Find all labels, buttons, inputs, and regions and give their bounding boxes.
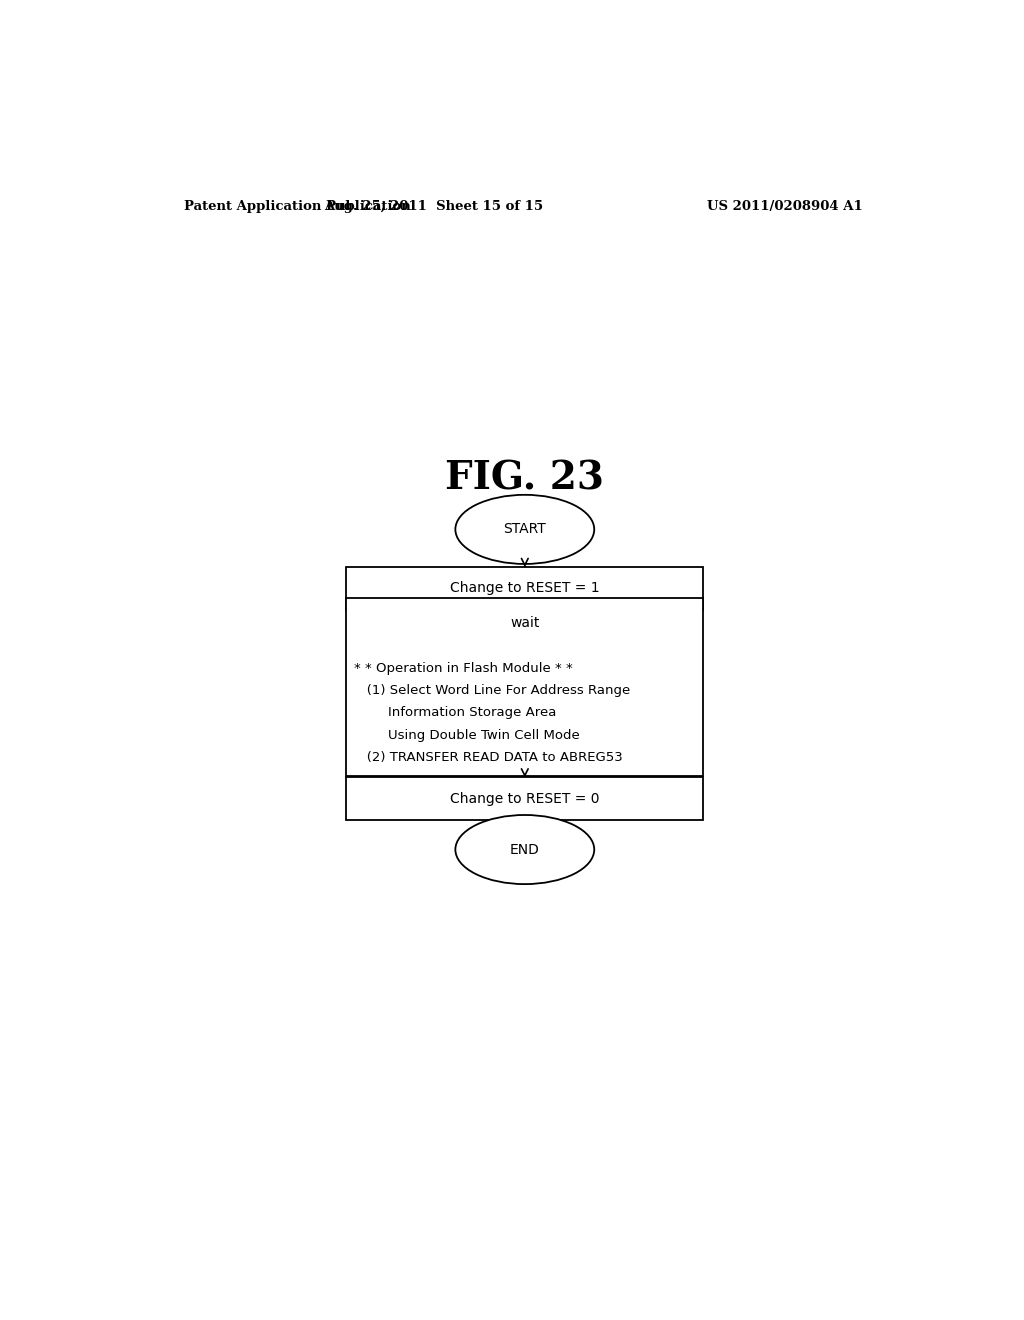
- Text: (1) Select Word Line For Address Range: (1) Select Word Line For Address Range: [354, 684, 631, 697]
- Text: FIG. 23: FIG. 23: [445, 459, 604, 498]
- FancyBboxPatch shape: [346, 568, 703, 610]
- Ellipse shape: [456, 814, 594, 884]
- Text: * * Operation in Flash Module * *: * * Operation in Flash Module * *: [354, 661, 572, 675]
- Text: Change to RESET = 0: Change to RESET = 0: [451, 792, 599, 805]
- Text: wait: wait: [510, 616, 540, 631]
- Text: Patent Application Publication: Patent Application Publication: [183, 199, 411, 213]
- Text: Information Storage Area: Information Storage Area: [354, 706, 557, 719]
- Text: US 2011/0208904 A1: US 2011/0208904 A1: [708, 199, 863, 213]
- Text: (2) TRANSFER READ DATA to ABREG53: (2) TRANSFER READ DATA to ABREG53: [354, 751, 623, 764]
- Text: END: END: [510, 842, 540, 857]
- Ellipse shape: [456, 495, 594, 564]
- FancyBboxPatch shape: [346, 598, 703, 776]
- Text: START: START: [504, 523, 546, 536]
- Text: Using Double Twin Cell Mode: Using Double Twin Cell Mode: [354, 729, 580, 742]
- Text: Change to RESET = 1: Change to RESET = 1: [450, 581, 600, 595]
- Text: Aug. 25, 2011  Sheet 15 of 15: Aug. 25, 2011 Sheet 15 of 15: [324, 199, 543, 213]
- FancyBboxPatch shape: [346, 777, 703, 820]
